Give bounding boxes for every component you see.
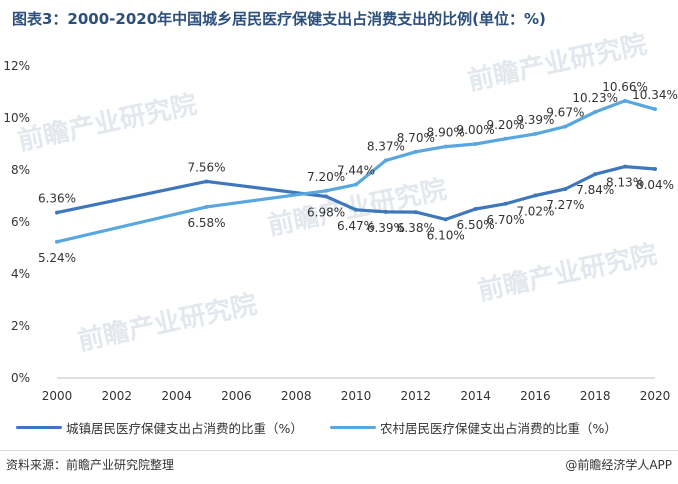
data-point — [503, 136, 508, 141]
watermark-1: 前瞻产业研究院 — [15, 89, 199, 157]
legend-item-rural[interactable]: 农村居民医疗保健支出占消费的比重（%） — [330, 418, 617, 437]
data-point — [413, 149, 418, 154]
series-line-1 — [55, 165, 657, 221]
data-label: 7.27% — [546, 198, 584, 212]
data-point — [503, 201, 508, 206]
data-point — [55, 210, 59, 215]
data-label: 10.23% — [572, 91, 618, 105]
data-point — [354, 207, 358, 212]
watermark-4: 前瞻产业研究院 — [75, 289, 259, 357]
data-point — [653, 166, 657, 171]
footer-divider — [0, 450, 678, 451]
data-point — [533, 131, 538, 136]
x-tick-label: 2004 — [161, 389, 192, 403]
data-label: 10.34% — [632, 88, 678, 102]
data-label: 6.39% — [367, 221, 405, 235]
data-label: 9.39% — [516, 113, 554, 127]
data-point — [204, 179, 209, 184]
data-label: 8.04% — [636, 178, 674, 192]
y-tick-label: 2% — [11, 319, 30, 333]
data-point — [443, 217, 448, 222]
data-point — [354, 182, 358, 187]
data-point — [443, 144, 448, 149]
data-label: 8.70% — [397, 131, 435, 145]
data-point — [533, 193, 538, 198]
x-tick-label: 2002 — [102, 389, 133, 403]
data-label: 9.00% — [457, 123, 495, 137]
chart-title: 图表3：2000-2020年中国城乡居民医疗保健支出占消费支出的比例(单位：%) — [12, 10, 546, 28]
legend-swatch-urban — [16, 426, 62, 429]
data-label: 6.58% — [187, 216, 225, 230]
y-tick-label: 6% — [11, 215, 30, 229]
y-tick-label: 4% — [11, 267, 30, 281]
data-point — [55, 239, 59, 244]
legend-swatch-rural — [330, 426, 376, 429]
data-label: 8.90% — [427, 126, 465, 140]
x-tick-label: 2006 — [221, 389, 252, 403]
data-label: 10.66% — [602, 80, 648, 94]
data-label: 8.13% — [606, 176, 644, 190]
watermark-5: 前瞻产业研究院 — [475, 239, 659, 307]
data-point — [413, 210, 418, 215]
data-point — [324, 194, 329, 199]
data-point — [623, 164, 628, 169]
footer: 资料来源：前瞻产业研究院整理 @前瞻经济学人APP — [6, 454, 672, 476]
data-point — [383, 209, 388, 214]
data-label: 8.37% — [367, 139, 405, 153]
data-label: 7.44% — [337, 164, 375, 178]
data-point — [204, 204, 209, 209]
brand-credit: @前瞻经济学人APP — [565, 458, 672, 472]
x-tick-label: 2020 — [640, 389, 671, 403]
legend-item-urban[interactable]: 城镇居民医疗保健支出占消费的比重（%） — [16, 418, 303, 437]
data-point — [563, 186, 568, 191]
chart-legend: 城镇居民医疗保健支出占消费的比重（%） 农村居民医疗保健支出占消费的比重（%） — [0, 418, 678, 440]
data-label: 9.67% — [546, 106, 584, 120]
data-point — [593, 172, 598, 177]
data-label: 7.02% — [516, 204, 554, 218]
data-point — [593, 110, 598, 115]
data-label: 6.36% — [38, 192, 76, 206]
data-label: 7.20% — [307, 170, 345, 184]
data-label: 6.47% — [337, 219, 375, 233]
y-tick-label: 10% — [3, 111, 30, 125]
data-label: 7.84% — [576, 183, 614, 197]
data-label: 6.70% — [486, 213, 524, 227]
data-label: 6.50% — [457, 218, 495, 232]
data-point — [383, 158, 388, 163]
line-chart: 前瞻产业研究院前瞻产业研究院前瞻产业研究院前瞻产业研究院前瞻产业研究院0%2%4… — [3, 29, 678, 403]
data-label: 6.38% — [397, 221, 435, 235]
legend-label-urban: 城镇居民医疗保健支出占消费的比重（%） — [66, 421, 303, 436]
data-point — [324, 188, 329, 193]
data-label: 6.10% — [427, 228, 465, 242]
legend-label-rural: 农村居民医疗保健支出占消费的比重（%） — [380, 421, 617, 436]
data-point — [653, 107, 657, 112]
x-tick-label: 2008 — [281, 389, 312, 403]
x-tick-label: 2000 — [42, 389, 73, 403]
x-tick-label: 2016 — [520, 389, 551, 403]
y-tick-label: 0% — [11, 371, 30, 385]
data-label: 5.24% — [38, 251, 76, 265]
data-point — [473, 142, 478, 146]
data-point — [473, 207, 478, 211]
y-tick-label: 12% — [3, 59, 30, 73]
series-line-2 — [55, 99, 657, 244]
x-tick-label: 2012 — [401, 389, 432, 403]
x-tick-label: 2010 — [341, 389, 372, 403]
data-label: 7.56% — [187, 160, 225, 174]
source-note: 资料来源：前瞻产业研究院整理 — [6, 458, 175, 472]
data-label: 6.98% — [307, 206, 345, 220]
x-tick-label: 2014 — [460, 389, 491, 403]
y-tick-label: 8% — [11, 163, 30, 177]
data-point — [623, 98, 628, 103]
data-point — [563, 124, 568, 129]
x-tick-label: 2018 — [580, 389, 611, 403]
data-label: 9.20% — [486, 118, 524, 132]
